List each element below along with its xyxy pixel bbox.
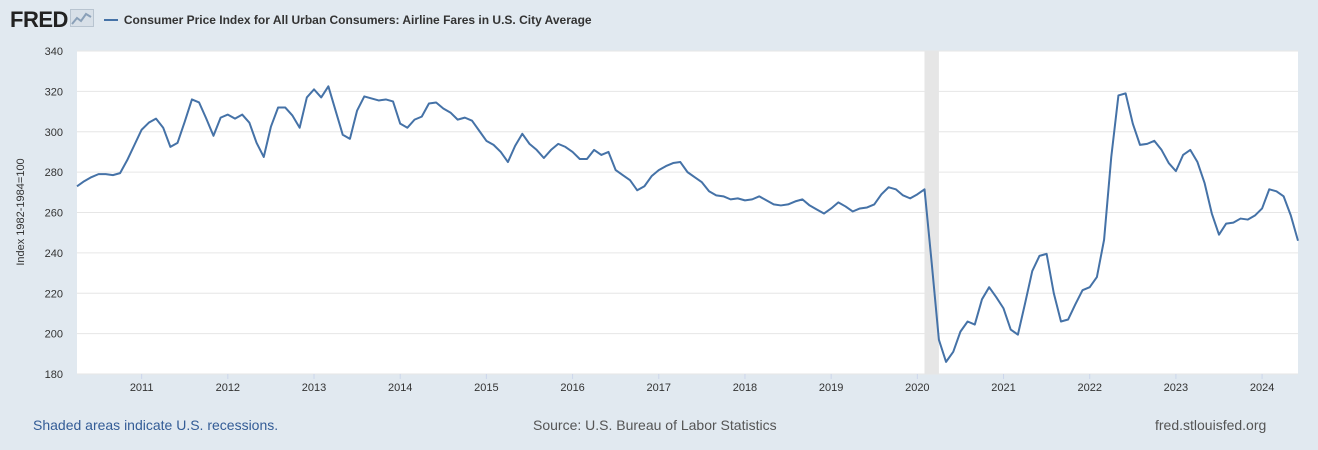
line-chart: 180 200 220 240 260 280 300 320 340 2011 2012 2013… — [15, 46, 1299, 394]
y-tick-label: 320 — [45, 86, 63, 98]
y-axis-title: Index 1982-1984=100 — [15, 158, 27, 265]
y-tick-label: 300 — [45, 127, 63, 139]
x-tick-label: 2013 — [302, 382, 326, 394]
x-tick-label: 2022 — [1077, 382, 1101, 394]
x-tick-label: 2016 — [560, 382, 584, 394]
x-tick-label: 2012 — [216, 382, 240, 394]
x-tick-label: 2011 — [130, 382, 154, 394]
x-tick-label: 2017 — [647, 382, 671, 394]
x-tick-labels: 2011 2012 2013 2014 2015 2016 2017 2018 2019 2020… — [130, 374, 1274, 394]
y-tick-label: 260 — [45, 208, 63, 220]
x-tick-label: 2023 — [1164, 382, 1188, 394]
source-note: Source: U.S. Bureau of Labor Statistics — [533, 417, 777, 433]
x-tick-label: 2019 — [819, 382, 843, 394]
y-tick-label: 200 — [45, 329, 63, 341]
chart-header: FRED Consumer Price Index for All Urban … — [10, 6, 592, 34]
y-tick-label: 220 — [45, 288, 63, 300]
chart-legend: Consumer Price Index for All Urban Consu… — [103, 13, 592, 27]
y-tick-labels: 180 200 220 240 260 280 300 320 340 — [45, 46, 63, 381]
fred-logo[interactable]: FRED — [10, 7, 68, 32]
x-tick-label: 2020 — [905, 382, 929, 394]
y-tick-label: 280 — [45, 167, 63, 179]
series-line[interactable] — [76, 85, 1299, 363]
y-tick-label: 340 — [45, 46, 63, 58]
legend-series-label: Consumer Price Index for All Urban Consu… — [123, 13, 592, 27]
y-tick-label: 180 — [45, 369, 63, 381]
x-tick-label: 2024 — [1250, 382, 1274, 394]
site-link[interactable]: fred.stlouisfed.org — [1155, 417, 1267, 433]
legend-swatch — [103, 19, 118, 21]
fred-logo-chart-icon — [69, 8, 94, 32]
x-tick-label: 2015 — [474, 382, 498, 394]
grid-layer — [77, 50, 1298, 375]
x-tick-label: 2014 — [388, 382, 412, 394]
x-tick-label: 2021 — [991, 382, 1015, 394]
recession-note[interactable]: Shaded areas indicate U.S. recessions. — [33, 417, 279, 433]
series-layer — [76, 85, 1299, 363]
x-tick-label: 2018 — [733, 382, 757, 394]
y-tick-label: 240 — [45, 248, 63, 260]
